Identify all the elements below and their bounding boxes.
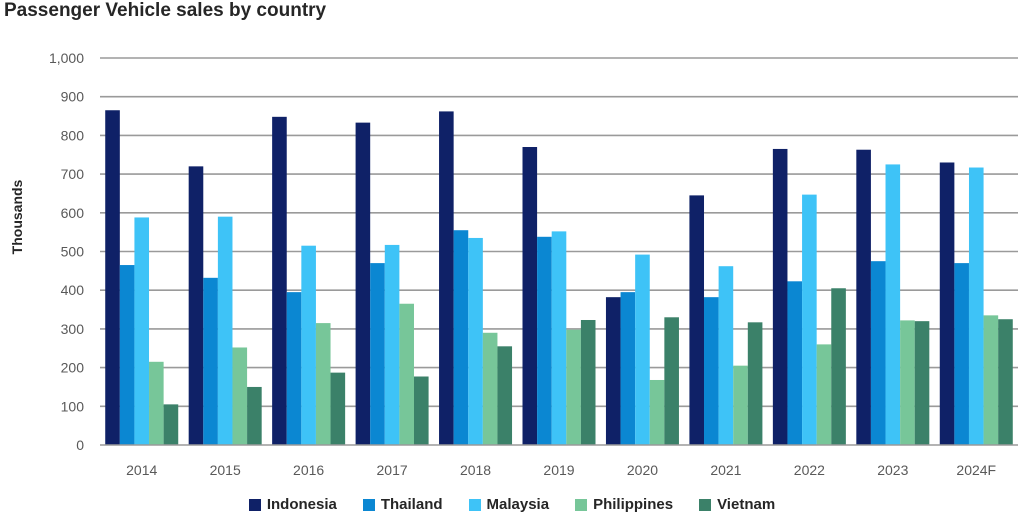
- bar-malaysia-2019: [551, 231, 567, 445]
- legend-item-indonesia: Indonesia: [248, 496, 337, 513]
- chart-title: Passenger Vehicle sales by country: [4, 0, 327, 21]
- bar-indonesia-2016: [272, 116, 287, 445]
- bar-vietnam-2014: [163, 404, 179, 445]
- bar-philippines-2019: [566, 329, 581, 445]
- bar-malaysia-2016: [301, 245, 316, 445]
- bar-vietnam-2021: [747, 322, 763, 445]
- legend-swatch: [699, 498, 712, 511]
- y-tick-label: 400: [61, 282, 85, 298]
- legend-item-malaysia: Malaysia: [468, 496, 550, 513]
- legend-swatch: [575, 498, 588, 511]
- x-tick-label: 2016: [293, 462, 324, 478]
- bar-thailand-2022: [787, 281, 803, 445]
- bar-indonesia-2021: [689, 195, 705, 445]
- legend-label: Malaysia: [486, 496, 550, 513]
- bar-thailand-2024f: [954, 263, 969, 445]
- y-tick-label: 200: [61, 360, 85, 376]
- bar-vietnam-2016: [330, 372, 346, 445]
- bar-vietnam-2020: [664, 317, 679, 445]
- bar-malaysia-2018: [468, 237, 483, 445]
- bar-philippines-2021: [733, 365, 748, 445]
- bar-vietnam-2015: [247, 386, 262, 445]
- bar-philippines-2014: [149, 361, 164, 445]
- x-tick-label: 2014: [126, 462, 157, 478]
- x-tick-label: 2024F: [956, 462, 996, 478]
- x-tick-label: 2015: [210, 462, 241, 478]
- bar-philippines-2018: [482, 332, 498, 445]
- legend: Indonesia Thailand Malaysia Philippines Viet…: [0, 496, 1024, 513]
- bar-thailand-2016: [286, 292, 302, 445]
- legend-label: Thailand: [380, 496, 443, 513]
- bar-thailand-2017: [370, 263, 385, 445]
- axes: 0 100 200 300 400 500 600 700 800 900 1,000 2014 201…: [49, 50, 1018, 478]
- bar-thailand-2023: [870, 261, 886, 445]
- bar-philippines-2020: [649, 379, 665, 445]
- x-tick-label: 2022: [794, 462, 825, 478]
- x-tick-label: 2018: [460, 462, 491, 478]
- legend-swatch: [248, 498, 261, 511]
- y-axis-title: Thousands: [9, 179, 25, 254]
- legend-swatch: [362, 498, 375, 511]
- legend-swatch: [468, 498, 481, 511]
- bars: [105, 110, 1013, 446]
- legend-label: Indonesia: [266, 496, 337, 513]
- legend-item-thailand: Thailand: [362, 496, 443, 513]
- bar-malaysia-2015: [217, 216, 233, 445]
- bar-thailand-2014: [119, 265, 135, 445]
- y-tick-label: 100: [61, 398, 85, 414]
- bar-indonesia-2019: [522, 147, 538, 445]
- bar-malaysia-2014: [134, 217, 150, 445]
- bar-thailand-2021: [704, 297, 719, 445]
- bar-indonesia-2020: [605, 297, 621, 445]
- bar-philippines-2015: [232, 347, 248, 445]
- x-tick-label: 2019: [543, 462, 574, 478]
- bar-vietnam-2022: [831, 288, 846, 445]
- bar-indonesia-2018: [439, 111, 454, 445]
- bar-malaysia-2021: [718, 266, 734, 445]
- bar-vietnam-2024f: [998, 319, 1013, 445]
- y-tick-label: 0: [76, 437, 84, 453]
- bar-malaysia-2023: [885, 164, 901, 446]
- y-tick-label: 800: [61, 127, 85, 143]
- y-tick-label: 600: [61, 205, 85, 221]
- x-tick-label: 2017: [377, 462, 408, 478]
- bar-indonesia-2024f: [939, 162, 955, 446]
- bar-indonesia-2014: [105, 110, 120, 446]
- y-tick-label: 700: [61, 166, 85, 182]
- bar-vietnam-2023: [914, 321, 930, 445]
- x-tick-label: 2023: [877, 462, 908, 478]
- bar-vietnam-2017: [413, 376, 429, 445]
- bar-indonesia-2017: [355, 122, 371, 445]
- bar-indonesia-2022: [772, 148, 788, 445]
- legend-label: Vietnam: [717, 496, 776, 513]
- bar-malaysia-2020: [635, 254, 650, 445]
- bar-philippines-2016: [315, 323, 331, 445]
- bar-philippines-2022: [816, 344, 832, 445]
- legend-label: Philippines: [593, 496, 674, 513]
- x-tick-label: 2020: [627, 462, 658, 478]
- bar-philippines-2024f: [983, 315, 999, 445]
- bar-philippines-2017: [399, 303, 414, 445]
- bar-malaysia-2022: [802, 194, 817, 445]
- y-tick-label: 500: [61, 244, 85, 260]
- bar-vietnam-2018: [497, 346, 513, 445]
- y-tick-label: 1,000: [49, 50, 84, 66]
- bar-indonesia-2023: [856, 149, 871, 445]
- bar-thailand-2018: [453, 230, 469, 445]
- bar-malaysia-2017: [384, 244, 400, 445]
- bar-thailand-2019: [537, 236, 552, 445]
- legend-item-vietnam: Vietnam: [699, 496, 775, 513]
- bar-malaysia-2024f: [968, 167, 984, 445]
- bar-vietnam-2019: [580, 319, 596, 445]
- bar-thailand-2020: [620, 292, 636, 445]
- bar-indonesia-2015: [188, 166, 204, 446]
- legend-item-philippines: Philippines: [575, 496, 673, 513]
- y-tick-label: 300: [61, 321, 85, 337]
- bar-philippines-2023: [900, 320, 915, 445]
- y-tick-label: 900: [61, 89, 85, 105]
- bar-thailand-2015: [203, 277, 218, 445]
- x-tick-label: 2021: [710, 462, 741, 478]
